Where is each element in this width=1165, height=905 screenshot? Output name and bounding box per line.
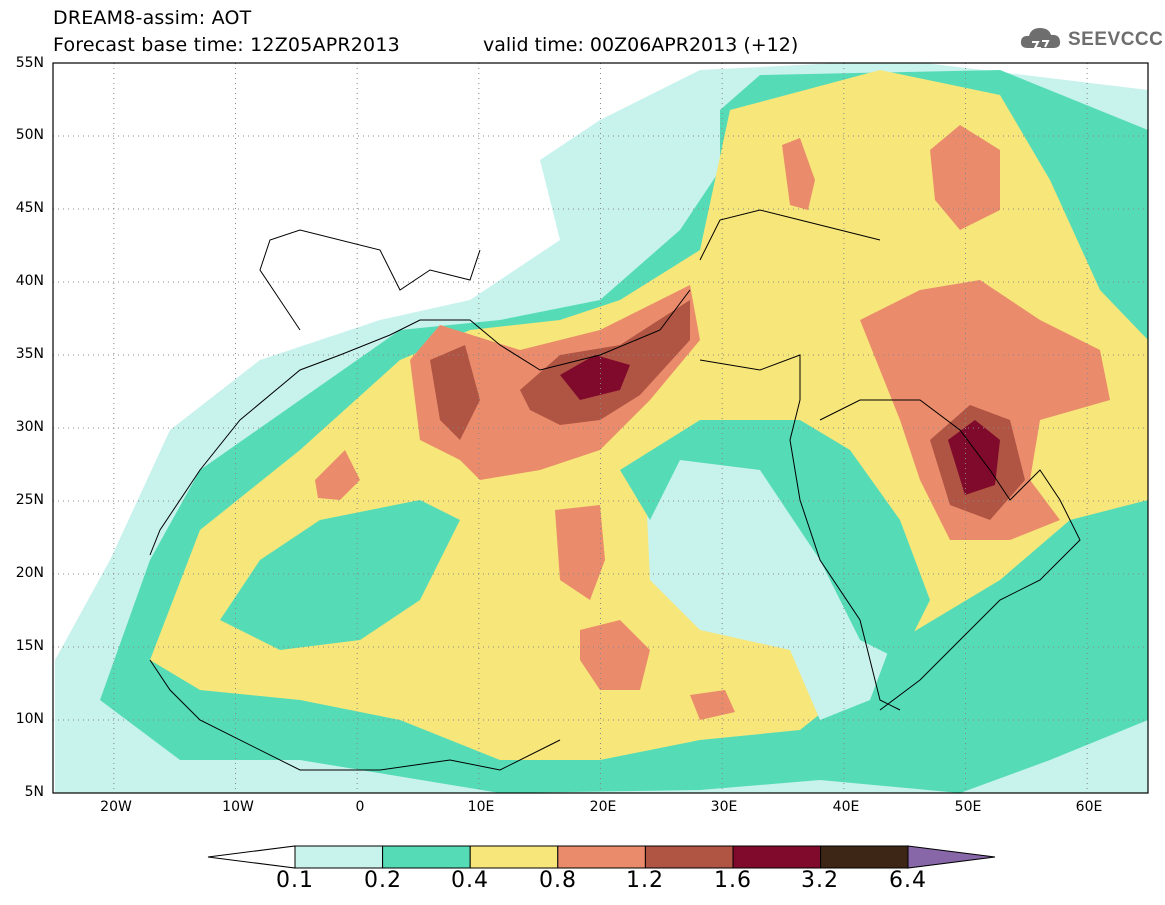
aot-region-0.8-sudan2 — [690, 690, 735, 720]
lat-label-55n: 55N — [15, 55, 44, 71]
colorbar-label-6.4: 6.4 — [889, 868, 927, 893]
lat-label-20n: 20N — [15, 565, 44, 581]
colorbar-label-1.6: 1.6 — [714, 868, 752, 893]
lat-label-40n: 40N — [15, 273, 44, 289]
valid-time: valid time: 00Z06APR2013 (+12) — [483, 34, 799, 56]
forecast-base-time: Forecast base time: 12Z05APR2013 — [53, 34, 400, 56]
lat-label-15n: 15N — [15, 638, 44, 654]
lon-label-30e: 30E — [710, 799, 738, 815]
lon-label-40e: 40E — [832, 799, 860, 815]
lat-label-10n: 10N — [15, 711, 44, 727]
lon-label-20w: 20W — [100, 799, 132, 815]
lon-label-0: 0 — [355, 799, 365, 815]
logo-text: SEEVCCC — [1068, 29, 1164, 50]
coastlines — [149, 209, 1081, 771]
aot-region-0.2-inner — [620, 420, 930, 660]
colorbar-label-0.4: 0.4 — [451, 868, 489, 893]
aot-region-0.8-west — [315, 450, 360, 500]
cloud-icon — [1020, 28, 1061, 49]
aot-region-1.6-libya — [560, 355, 630, 400]
aot-region-1.2-alg — [430, 345, 480, 440]
aot-region-1.6-gulf — [948, 420, 1000, 495]
lat-label-25n: 25N — [15, 492, 44, 508]
aot-region-0.8-chad — [555, 505, 605, 600]
colorbar-label-3.2: 3.2 — [801, 868, 839, 893]
aot-region-0.8-sudan — [580, 620, 650, 690]
aot-region-0.8-mideast — [860, 280, 1110, 540]
lat-label-50n: 50N — [15, 127, 44, 143]
map-title: DREAM8-assim: AOT — [53, 7, 252, 29]
colorbar-label-1.2: 1.2 — [626, 868, 664, 893]
aot-region-0.8-ukr — [782, 138, 815, 210]
lat-label-5n: 5N — [24, 784, 44, 800]
aot-region-0.8-kaz — [930, 125, 1000, 230]
lon-label-10w: 10W — [222, 799, 254, 815]
colorbar-label-0.2: 0.2 — [364, 868, 402, 893]
colorbar-label-0.8: 0.8 — [539, 868, 577, 893]
lon-label-50e: 50E — [954, 799, 982, 815]
map-grid — [53, 63, 1148, 793]
lon-label-20e: 20E — [589, 799, 617, 815]
aot-region-0.1-inner — [645, 440, 900, 720]
lat-label-30n: 30N — [15, 419, 44, 435]
lat-label-45n: 45N — [15, 200, 44, 216]
colorbar-label-0.1: 0.1 — [276, 868, 314, 893]
lon-label-10e: 10E — [467, 799, 495, 815]
map-frame — [52, 62, 1149, 794]
aot-region-0.2-sahel — [220, 500, 460, 650]
lat-label-35n: 35N — [15, 346, 44, 362]
lon-label-60e: 60E — [1075, 799, 1103, 815]
